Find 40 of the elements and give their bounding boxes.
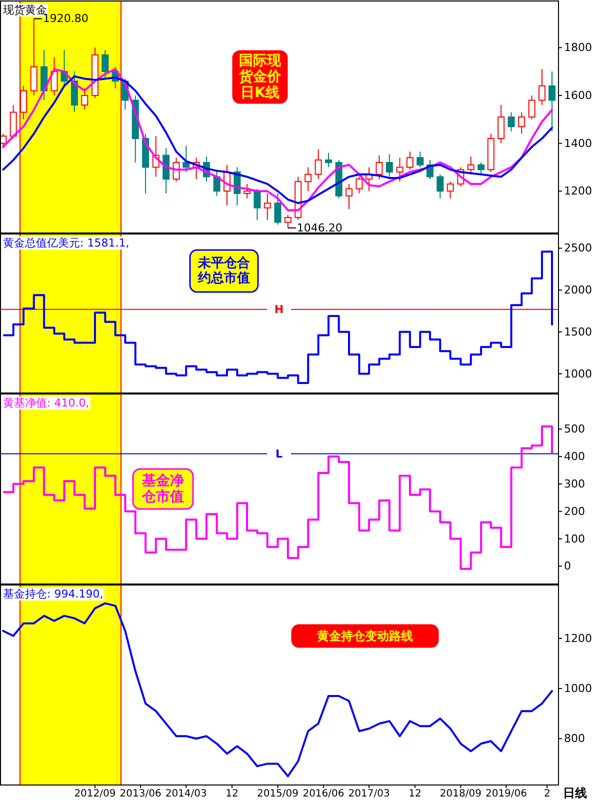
- annotation: 1046.20: [296, 221, 342, 234]
- chart-title: 黄基净值: 410.0,: [3, 396, 90, 410]
- text: 日线: [563, 786, 587, 800]
- x-tick-label: 2014/03: [165, 788, 207, 800]
- y-tick-label: 2000: [564, 284, 592, 297]
- x-tick-label: 2015/09: [256, 788, 299, 800]
- x-tick-label: 2013/06: [120, 788, 162, 800]
- x-tick-label: 2019/06: [485, 788, 528, 800]
- y-tick-label: 300: [564, 477, 585, 490]
- y-tick-label: 500: [564, 422, 585, 436]
- annotation: 基金净仓市值: [141, 473, 184, 505]
- x-tick-label: 2017/03: [348, 788, 390, 800]
- annotation: 未平仓合约总市值: [197, 255, 250, 286]
- x-tick-label: 2: [544, 788, 550, 800]
- y-tick-label: 1000: [564, 367, 592, 380]
- chart-title: 基金持仓: 994.190,: [3, 588, 104, 600]
- y-tick-label: 1200: [564, 184, 592, 198]
- y-tick-label: 2500: [564, 242, 592, 255]
- y-tick-label: 1600: [564, 88, 592, 102]
- y-tick-label: 100: [564, 532, 585, 546]
- y-tick-label: 1800: [564, 41, 592, 54]
- ref-line-label: H: [274, 302, 284, 316]
- y-tick-label: 1200: [564, 632, 592, 645]
- y-tick-label: 0: [564, 560, 571, 573]
- chart-title: 黄金总值亿美元: 1581.1,: [3, 236, 130, 250]
- x-tick-label: 2012/09: [74, 788, 116, 800]
- ref-line-label: L: [275, 447, 283, 460]
- y-tick-label: 1400: [564, 136, 592, 150]
- y-tick-label: 200: [564, 504, 585, 518]
- y-tick-label: 1000: [564, 682, 592, 696]
- y-tick-label: 1500: [564, 325, 592, 338]
- line-series: [2, 602, 553, 778]
- y-tick-label: 800: [564, 732, 585, 746]
- x-tick-label: 12: [408, 788, 422, 800]
- annotation: 黄金持仓变动路线: [316, 629, 413, 643]
- x-tick-label: 2016/06: [302, 788, 344, 800]
- x-tick-label: 2018/09: [440, 788, 482, 800]
- annotation: 国际现货金价日K线: [238, 53, 282, 101]
- y-tick-label: 400: [564, 450, 585, 464]
- x-tick-label: 12: [226, 788, 238, 800]
